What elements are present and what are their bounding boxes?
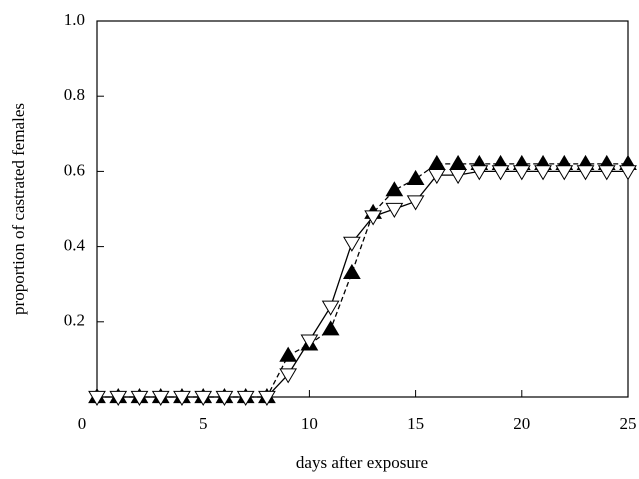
y-tick-label: 0.8 xyxy=(64,85,85,104)
y-tick-label: 0.6 xyxy=(64,160,85,179)
marker xyxy=(619,165,637,181)
x-tick-label: 25 xyxy=(620,414,637,433)
marker xyxy=(385,202,404,218)
marker xyxy=(534,165,552,181)
y-tick-label: 0.4 xyxy=(64,236,86,255)
marker xyxy=(597,165,616,181)
marker xyxy=(512,165,531,181)
x-tick-label: 20 xyxy=(513,414,530,433)
marker xyxy=(236,390,255,406)
marker xyxy=(194,390,213,406)
series-line xyxy=(97,163,628,398)
series-line xyxy=(97,170,628,398)
marker xyxy=(130,390,149,406)
plot-frame xyxy=(96,20,629,398)
marker xyxy=(427,154,446,170)
marker xyxy=(555,165,574,181)
marker xyxy=(343,236,361,252)
marker xyxy=(576,165,595,181)
marker xyxy=(151,390,170,406)
x-tick-label: 15 xyxy=(407,414,424,433)
marker xyxy=(173,390,191,406)
y-tick-label: 0.2 xyxy=(64,311,85,330)
x-tick-label: 10 xyxy=(301,414,318,433)
marker xyxy=(364,210,382,226)
x-tick-label: 5 xyxy=(199,414,208,433)
marker xyxy=(321,300,340,316)
marker xyxy=(215,390,234,406)
marker xyxy=(449,154,467,170)
marker xyxy=(385,181,404,197)
x-tick-label: 0 xyxy=(78,414,87,433)
marker xyxy=(279,346,298,362)
marker xyxy=(427,169,446,185)
x-axis-label: days after exposure xyxy=(296,453,428,472)
y-tick-label: 1.0 xyxy=(64,10,85,29)
marker xyxy=(279,368,298,384)
y-axis-label: proportion of castrated females xyxy=(9,103,28,315)
marker xyxy=(300,334,319,350)
marker xyxy=(109,390,128,406)
marker xyxy=(491,165,510,181)
marker xyxy=(449,169,467,185)
marker xyxy=(470,165,489,181)
marker xyxy=(321,320,340,336)
marker xyxy=(406,195,425,211)
marker xyxy=(88,390,106,406)
marker xyxy=(258,390,276,406)
marker xyxy=(343,263,361,280)
marker xyxy=(406,169,425,186)
